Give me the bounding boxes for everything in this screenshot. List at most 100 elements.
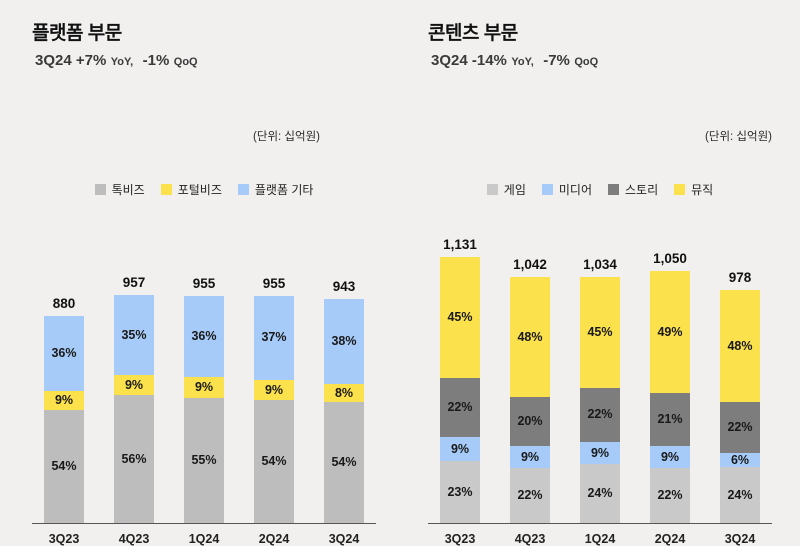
x-tick-label: 2Q24	[654, 532, 686, 546]
bar-segment: 6%	[720, 453, 760, 468]
bar-segment: 20%	[510, 396, 550, 447]
subtitle-qoq-value: -7%	[543, 52, 570, 69]
legend-label: 포털비즈	[177, 183, 222, 197]
bar-segment: 22%	[510, 468, 550, 523]
x-tick-label: 3Q23	[444, 532, 476, 546]
bar-segment: 48%	[720, 290, 760, 402]
legend-swatch	[237, 184, 249, 195]
plot-bars: 1,131 45% 22% 9% 23% 1,042 48% 20% 9% 22% 1,034 45%…	[428, 223, 772, 523]
bar-segment: 48%	[510, 277, 550, 397]
stacked-bar: 37% 9% 54%	[254, 295, 294, 523]
x-tick-label: 3Q24	[724, 532, 756, 546]
x-tick-label: 3Q24	[328, 532, 360, 546]
legend-label: 미디어	[558, 183, 592, 197]
bar-segment: 22%	[720, 401, 760, 454]
subtitle-yoy-value: 3Q24 +7%	[35, 52, 107, 69]
bar-slot: 955 37% 9% 54%	[254, 276, 294, 523]
legend-item: 게임	[486, 182, 526, 197]
total-label: 1,131	[443, 236, 477, 252]
bar-segment: 9%	[440, 436, 480, 462]
unit-note: (단위: 십억원)	[705, 131, 772, 143]
legend-item: 뮤직	[674, 182, 713, 197]
bar-segment: 22%	[440, 377, 480, 437]
total-label: 1,050	[653, 250, 687, 266]
bar-slot: 978 48% 22% 6% 24%	[720, 270, 760, 523]
legend-label: 뮤직	[691, 183, 714, 197]
legend-item: 미디어	[541, 182, 592, 197]
legend-label: 게임	[503, 183, 526, 197]
stacked-bar: 38% 8% 54%	[324, 298, 364, 523]
bar-slot: 1,042 48% 20% 9% 22%	[510, 257, 550, 523]
chart-legend: 게임 미디어 스토리 뮤직	[428, 182, 772, 197]
bar-slot: 957 35% 9% 56%	[114, 275, 154, 523]
x-tick-label: 3Q23	[48, 532, 80, 546]
stacked-bar: 36% 9% 54%	[44, 315, 84, 523]
subtitle-yoy-label: YoY,	[511, 56, 534, 68]
legend-label: 스토리	[625, 183, 659, 197]
bar-segment: 9%	[44, 391, 84, 410]
x-axis: 3Q23 4Q23 1Q24 2Q24 3Q24	[32, 523, 376, 546]
total-label: 1,034	[583, 256, 617, 272]
stacked-bar: 48% 20% 9% 22%	[510, 277, 550, 523]
x-axis: 3Q23 4Q23 1Q24 2Q24 3Q24	[428, 523, 772, 546]
chart-subtitle: 3Q24 -14% YoY, -7% QoQ	[428, 52, 772, 70]
legend-swatch	[608, 184, 619, 195]
bar-segment: 49%	[650, 270, 690, 393]
chart-legend: 톡비즈 포털비즈 플랫폼 기타	[32, 182, 376, 197]
bar-segment: 9%	[580, 441, 620, 464]
total-label: 978	[728, 270, 752, 286]
bar-segment: 9%	[650, 445, 690, 468]
bar-segment: 24%	[580, 463, 620, 523]
bar-segment: 54%	[254, 400, 294, 523]
legend-swatch	[160, 184, 172, 195]
plot-area: 880 36% 9% 54% 957 35% 9% 56% 955 36% 9% 55% 955 37% 9…	[32, 223, 376, 546]
bar-segment: 55%	[184, 397, 224, 523]
total-label: 957	[122, 275, 146, 291]
bar-segment: 24%	[720, 467, 760, 523]
bar-segment: 9%	[114, 374, 154, 396]
x-tick-label: 4Q23	[514, 532, 546, 546]
bar-segment: 23%	[440, 461, 480, 523]
chart-title: 플랫폼 부문	[32, 23, 122, 44]
bar-segment: 35%	[114, 295, 154, 375]
x-tick-label: 4Q23	[118, 532, 150, 546]
bar-slot: 943 38% 8% 54%	[324, 279, 364, 523]
plot-area: 1,131 45% 22% 9% 23% 1,042 48% 20% 9% 22% 1,034 45%…	[428, 223, 772, 546]
bar-slot: 880 36% 9% 54%	[44, 296, 84, 523]
chart-title: 콘텐츠 부문	[428, 23, 518, 44]
content-chart-panel: 콘텐츠 부문 3Q24 -14% YoY, -7% QoQ (단위: 십억원) …	[428, 18, 772, 546]
legend-swatch	[94, 184, 106, 195]
bar-slot: 1,034 45% 22% 9% 24%	[580, 257, 620, 523]
total-label: 1,042	[513, 257, 547, 273]
bar-segment: 45%	[440, 256, 480, 378]
bar-segment: 36%	[184, 295, 224, 378]
subtitle-yoy-label: YoY,	[110, 56, 134, 68]
chart-subtitle: 3Q24 +7% YoY, -1% QoQ	[32, 52, 376, 70]
subtitle-qoq-value: -1%	[142, 52, 170, 69]
subtitle-yoy-value: 3Q24 -14%	[431, 52, 507, 69]
bar-segment: 22%	[580, 387, 620, 442]
legend-item: 스토리	[608, 182, 658, 197]
bar-segment: 9%	[254, 379, 294, 401]
platform-chart-panel: 플랫폼 부문 3Q24 +7% YoY, -1% QoQ (단위: 십억원) 톡…	[32, 18, 376, 546]
bar-slot: 955 36% 9% 55%	[184, 276, 224, 523]
bar-segment: 9%	[510, 446, 550, 469]
bar-slot: 1,131 45% 22% 9% 23%	[440, 237, 480, 523]
legend-swatch	[674, 184, 686, 195]
bar-segment: 38%	[324, 298, 364, 384]
bar-segment: 37%	[254, 295, 294, 380]
plot-bars: 880 36% 9% 54% 957 35% 9% 56% 955 36% 9% 55% 955 37% 9…	[32, 223, 376, 523]
x-tick-label: 1Q24	[584, 532, 616, 546]
stacked-bar: 35% 9% 56%	[114, 295, 154, 523]
total-label: 955	[192, 275, 216, 291]
bar-slot: 1,050 49% 21% 9% 22%	[650, 250, 690, 523]
stacked-bar: 36% 9% 55%	[184, 295, 224, 523]
x-tick-label: 1Q24	[188, 532, 220, 546]
legend-item: 플랫폼 기타	[237, 182, 313, 197]
bar-segment: 21%	[650, 393, 690, 446]
stacked-bar: 49% 21% 9% 22%	[650, 270, 690, 523]
bar-segment: 22%	[650, 468, 690, 523]
legend-label: 톡비즈	[111, 183, 145, 197]
stacked-bar: 45% 22% 9% 23%	[440, 256, 480, 523]
bar-segment: 36%	[44, 315, 84, 392]
